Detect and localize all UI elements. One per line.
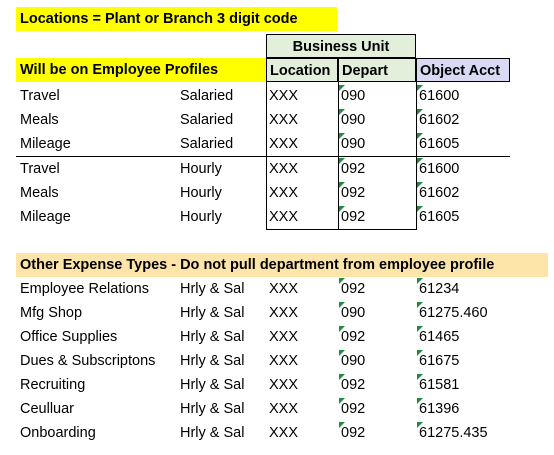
cell: Salaried bbox=[180, 88, 234, 104]
column-header: Object Acct bbox=[416, 58, 510, 82]
column-header: Location bbox=[266, 58, 338, 82]
cell: Travel bbox=[20, 161, 60, 177]
cell: 61275.460 bbox=[416, 301, 488, 325]
cell: 092 bbox=[338, 157, 365, 181]
cell: 092 bbox=[338, 373, 365, 397]
cell: 090 bbox=[338, 108, 365, 132]
cell: Hrly & Sal bbox=[180, 281, 245, 297]
border bbox=[16, 156, 510, 157]
cell: 61465 bbox=[416, 325, 459, 349]
cell: 090 bbox=[338, 349, 365, 373]
cell: XXX bbox=[269, 185, 299, 201]
cell: Hrly & Sal bbox=[180, 401, 245, 417]
cell: Travel bbox=[20, 88, 60, 104]
cell: 092 bbox=[338, 397, 365, 421]
cell: Mileage bbox=[20, 136, 71, 152]
cell: Ceulluar bbox=[20, 401, 74, 417]
cell: 61234 bbox=[416, 277, 459, 301]
cell: 090 bbox=[338, 132, 365, 156]
cell: Salaried bbox=[180, 136, 234, 152]
cell: Dues & Subscriptons bbox=[20, 353, 156, 369]
cell: 61602 bbox=[416, 108, 459, 132]
border bbox=[338, 82, 339, 229]
cell: XXX bbox=[269, 209, 299, 225]
column-header: Depart bbox=[338, 58, 416, 82]
cell: 61602 bbox=[416, 181, 459, 205]
cell: 61605 bbox=[416, 205, 459, 229]
cell: 092 bbox=[338, 277, 365, 301]
cell: XXX bbox=[269, 161, 299, 177]
cell: XXX bbox=[269, 88, 299, 104]
cell: 090 bbox=[338, 301, 365, 325]
cell: XXX bbox=[269, 377, 299, 393]
cell: Mfg Shop bbox=[20, 305, 83, 321]
cell: 092 bbox=[338, 205, 365, 229]
cell: Hrly & Sal bbox=[180, 329, 245, 345]
cell: Hrly & Sal bbox=[180, 425, 245, 441]
cell: 61275.435 bbox=[416, 421, 488, 445]
cell: XXX bbox=[269, 305, 299, 321]
section-header: Will be on Employee Profiles bbox=[16, 58, 266, 82]
cell: Mileage bbox=[20, 209, 71, 225]
cell: 61581 bbox=[416, 373, 459, 397]
cell: Meals bbox=[20, 112, 59, 128]
cell: XXX bbox=[269, 353, 299, 369]
cell: Hrly & Sal bbox=[180, 377, 245, 393]
cell: XXX bbox=[269, 136, 299, 152]
cell: Hourly bbox=[180, 209, 222, 225]
cell: 092 bbox=[338, 181, 365, 205]
cell: 61396 bbox=[416, 397, 459, 421]
cell: 090 bbox=[338, 84, 365, 108]
cell: Recruiting bbox=[20, 377, 86, 393]
cell: 61600 bbox=[416, 157, 459, 181]
title: Locations = Plant or Branch 3 digit code bbox=[16, 7, 337, 31]
cell: XXX bbox=[269, 112, 299, 128]
cell: Hourly bbox=[180, 185, 222, 201]
cell: XXX bbox=[269, 401, 299, 417]
group-header: Business Unit bbox=[266, 34, 416, 58]
cell: 61600 bbox=[416, 84, 459, 108]
cell: XXX bbox=[269, 281, 299, 297]
cell: 61675 bbox=[416, 349, 459, 373]
cell: Hourly bbox=[180, 161, 222, 177]
cell: Employee Relations bbox=[20, 281, 149, 297]
cell: Salaried bbox=[180, 112, 234, 128]
cell: Hrly & Sal bbox=[180, 353, 245, 369]
cell: XXX bbox=[269, 425, 299, 441]
cell: Meals bbox=[20, 185, 59, 201]
border bbox=[266, 82, 267, 229]
cell: XXX bbox=[269, 329, 299, 345]
cell: 092 bbox=[338, 325, 365, 349]
other-header: Other Expense Types - Do not pull depart… bbox=[16, 253, 548, 277]
border bbox=[266, 229, 417, 230]
border bbox=[416, 82, 417, 229]
cell: Onboarding bbox=[20, 425, 96, 441]
cell: 61605 bbox=[416, 132, 459, 156]
cell: Office Supplies bbox=[20, 329, 118, 345]
cell: 092 bbox=[338, 421, 365, 445]
cell: Hrly & Sal bbox=[180, 305, 245, 321]
